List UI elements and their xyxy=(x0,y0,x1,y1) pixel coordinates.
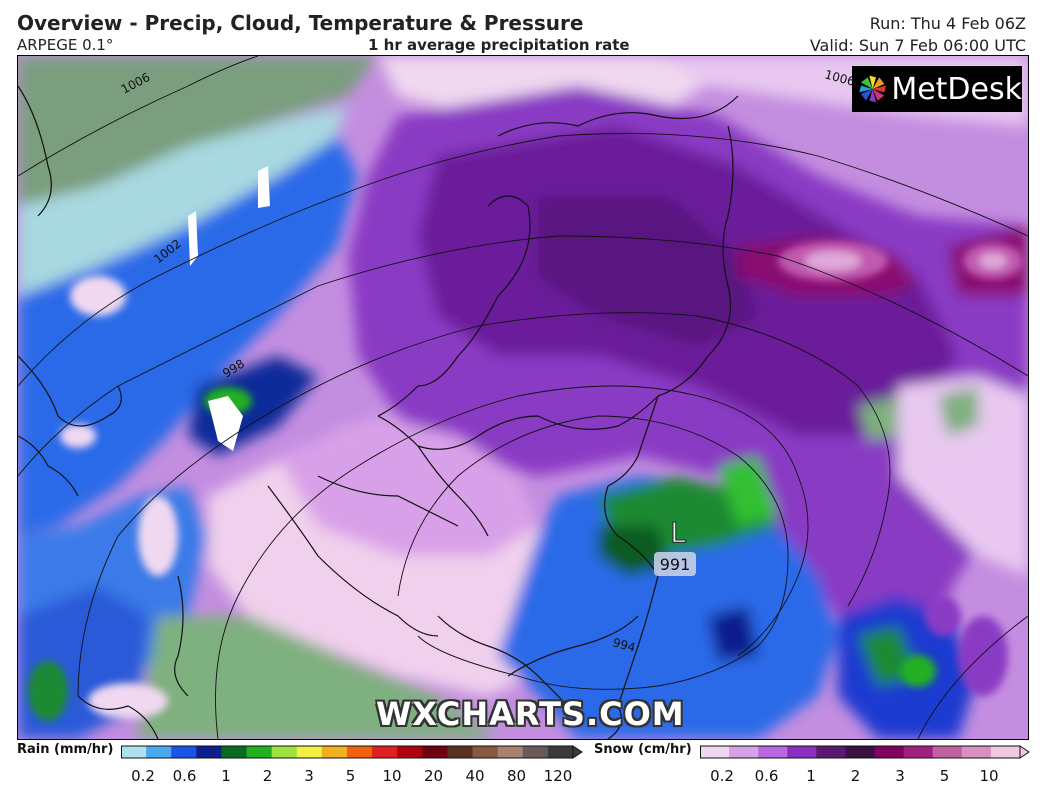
colorbar-swatch xyxy=(845,746,876,758)
colorbar-tick-label: 1 xyxy=(806,767,816,785)
colorbar-swatch xyxy=(758,746,788,758)
colorbar-tick-label: 0.2 xyxy=(131,767,155,785)
colorbar-extend-arrow xyxy=(1019,745,1030,759)
colorbar-tick-label: 5 xyxy=(939,767,950,785)
colorbar-tick-label: 2 xyxy=(262,767,273,785)
run-time: Run: Thu 4 Feb 06Z xyxy=(869,14,1026,33)
colorbar-swatch xyxy=(932,746,963,758)
colorbar-swatch xyxy=(296,746,323,758)
valid-time: Valid: Sun 7 Feb 06:00 UTC xyxy=(809,36,1026,55)
colorbar-swatch xyxy=(372,746,398,758)
colorbar-tick-label: 80 xyxy=(506,767,527,785)
colorbar-swatch xyxy=(146,746,172,758)
coastlines xyxy=(18,85,739,739)
wxcharts-watermark: WXCHARTS.COM xyxy=(376,695,685,733)
colorbar-tick-label: 0.6 xyxy=(754,767,779,785)
colorbar-swatch xyxy=(700,746,730,758)
isobar-label: 994 xyxy=(611,635,637,654)
rain-legend-label: Rain (mm/hr) xyxy=(17,742,114,757)
colorbar-swatch xyxy=(729,746,759,758)
chart-subtitle: 1 hr average precipitation rate xyxy=(368,36,630,54)
colorbar-tick-label: 2 xyxy=(850,767,861,785)
snow-legend-label: Snow (cm/hr) xyxy=(594,742,692,757)
colorbar-tick-label: 40 xyxy=(465,767,485,785)
colorbar-swatch xyxy=(816,746,846,758)
colorbar-swatch xyxy=(990,746,1021,758)
colorbar-swatch xyxy=(547,746,574,758)
colorbar-swatch xyxy=(271,746,298,758)
colorbar-outline xyxy=(121,745,574,759)
map-canvas: 1006 1002 998 994 1006 L 991 xyxy=(18,56,1028,739)
colorbar-tick-label: 120 xyxy=(543,767,573,785)
colorbar-swatch xyxy=(397,746,423,758)
colorbar-tick-label: 5 xyxy=(345,767,356,785)
colorbar-outline xyxy=(700,745,1021,759)
colorbar-tick-label: 0.2 xyxy=(710,767,734,785)
weather-map[interactable]: 1006 1002 998 994 1006 L 991 xyxy=(17,55,1029,740)
chart-title: Overview - Precip, Cloud, Temperature & … xyxy=(17,11,584,35)
low-pressure-symbol: L xyxy=(670,516,686,549)
colorbar-swatch xyxy=(196,746,222,758)
colorbar-swatch xyxy=(422,746,448,758)
colorbar-swatch xyxy=(522,746,549,758)
colorbar-swatch xyxy=(121,746,147,758)
colorbar-swatch xyxy=(497,746,524,758)
colorbar-swatch xyxy=(246,746,273,758)
snow-colorbar xyxy=(700,745,1030,759)
isobars xyxy=(18,56,1028,739)
colorbar-swatch xyxy=(321,746,348,758)
metdesk-logo: MetDesk xyxy=(852,66,1022,112)
model-name: ARPEGE 0.1° xyxy=(17,36,114,54)
colorbar-tick-label: 1 xyxy=(221,767,231,785)
colorbar-tick-label: 3 xyxy=(895,767,905,785)
low-pressure-label-box xyxy=(654,552,696,576)
colorbar-swatch xyxy=(787,746,817,758)
low-pressure-value: 991 xyxy=(660,555,691,574)
colorbar-swatch xyxy=(447,746,474,758)
colorbar-swatch xyxy=(874,746,905,758)
colorbar-swatch xyxy=(171,746,197,758)
colorbar-tick-label: 0.6 xyxy=(172,767,197,785)
metdesk-logo-icon xyxy=(859,75,886,103)
colorbar-tick-label: 3 xyxy=(304,767,314,785)
colorbar-swatch xyxy=(472,746,499,758)
colorbar-extend-arrow xyxy=(572,745,583,759)
colorbar-swatch xyxy=(347,746,373,758)
metdesk-logo-text: MetDesk xyxy=(891,71,1022,107)
colorbar-swatch xyxy=(903,746,934,758)
rain-colorbar xyxy=(121,745,583,759)
colorbar-swatch xyxy=(221,746,248,758)
colorbar-tick-label: 20 xyxy=(423,767,444,785)
colorbar-swatch xyxy=(961,746,992,758)
colorbar-tick-label: 10 xyxy=(382,767,402,785)
colorbar-tick-label: 10 xyxy=(979,767,999,785)
